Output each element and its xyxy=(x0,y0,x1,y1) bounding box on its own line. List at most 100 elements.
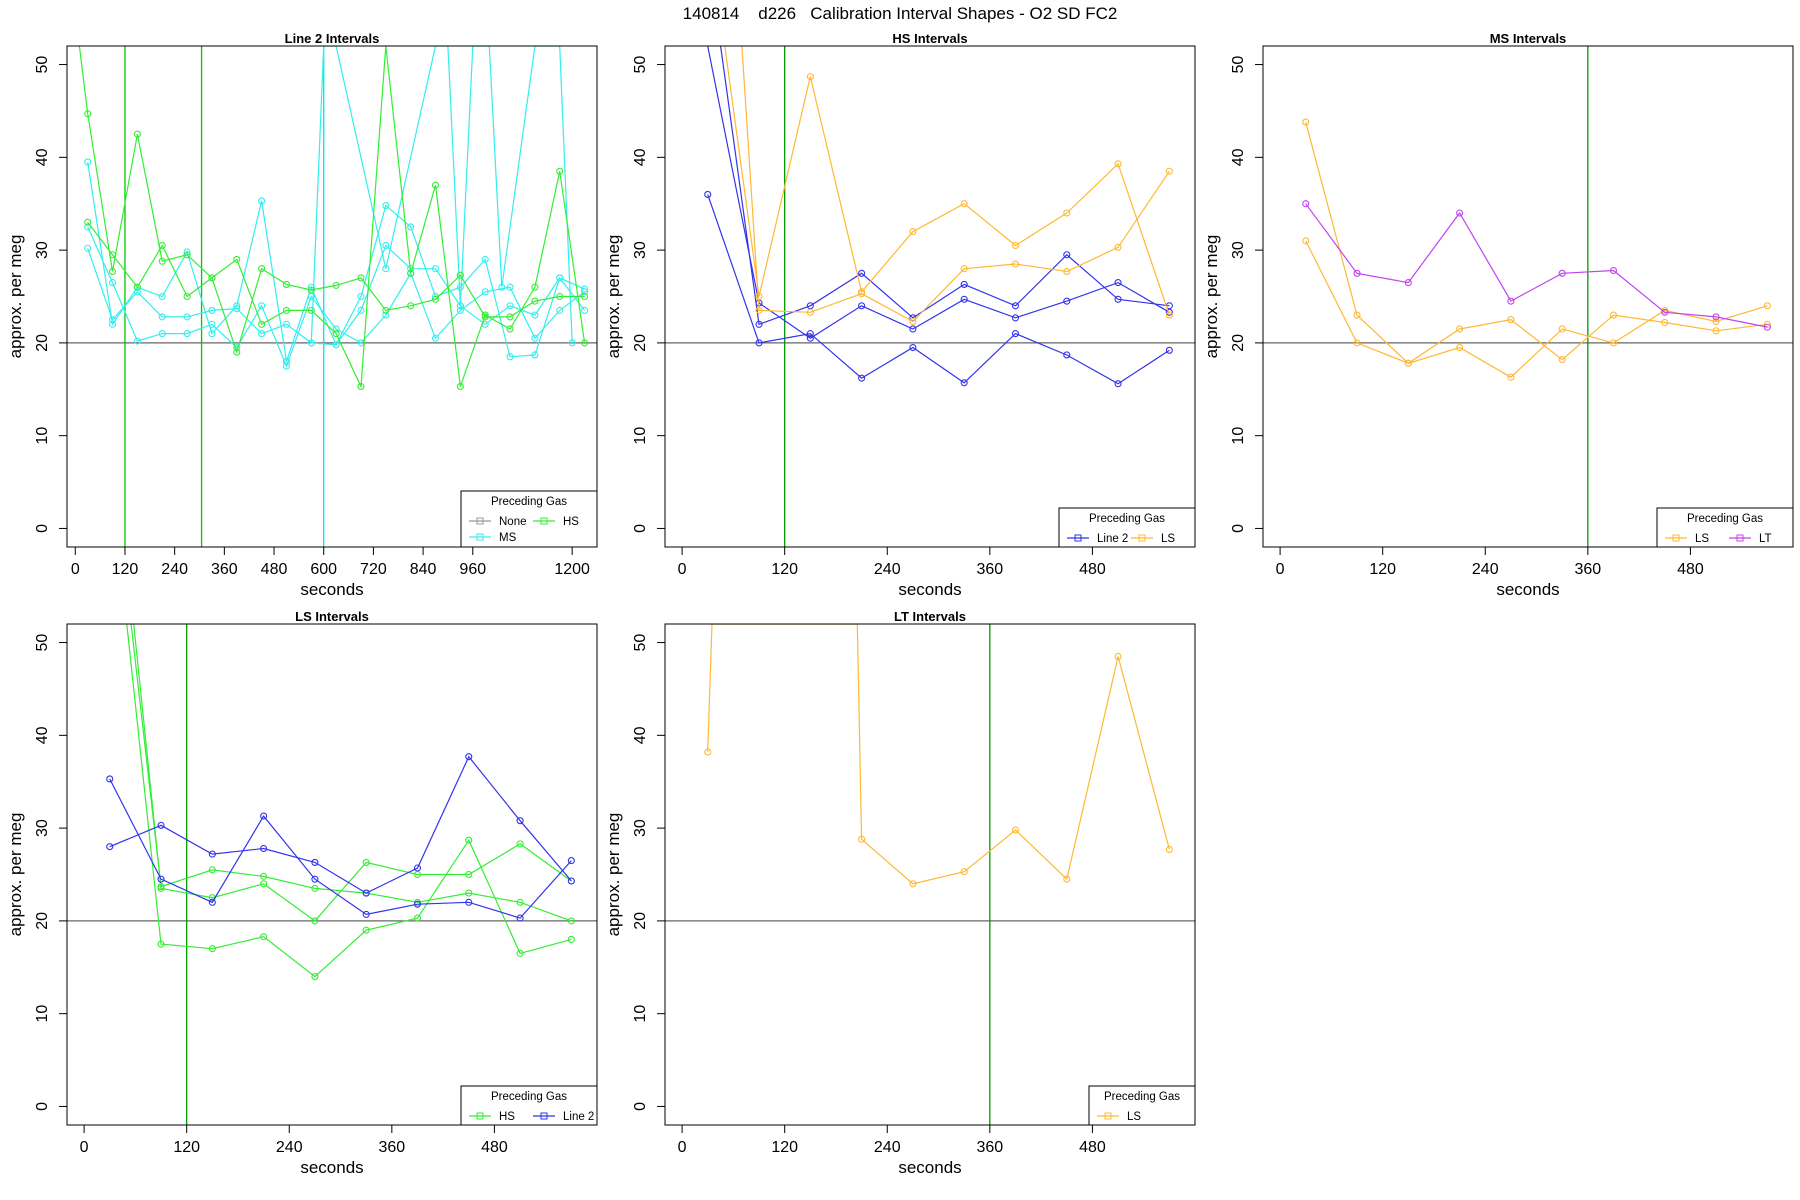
data-point xyxy=(909,343,917,352)
x-tick-label: 0 xyxy=(71,561,80,578)
y-tick-label: 30 xyxy=(34,241,51,259)
data-series xyxy=(1302,118,1771,381)
y-tick-label: 50 xyxy=(1230,56,1247,74)
series-line xyxy=(109,755,572,894)
data-point xyxy=(382,306,390,314)
data-point xyxy=(1302,200,1310,208)
data-point xyxy=(282,306,291,314)
x-tick-label: 480 xyxy=(481,1139,508,1156)
data-point xyxy=(157,821,165,829)
data-point xyxy=(516,949,524,957)
chart-panel: Line 2 Intervals 0 120 240 360 480 600 720 840 96… xyxy=(6,31,598,599)
data-series xyxy=(307,46,576,347)
data-point xyxy=(311,884,319,892)
data-point xyxy=(1063,875,1071,883)
data-point xyxy=(1712,327,1720,335)
y-tick-label: 20 xyxy=(632,334,649,352)
data-point xyxy=(806,334,814,342)
series-line xyxy=(1305,121,1768,378)
data-point xyxy=(84,110,92,118)
legend: Preceding Gas None HS MS xyxy=(460,490,598,548)
data-point xyxy=(1456,209,1464,217)
data-point xyxy=(481,255,489,263)
data-point xyxy=(806,73,814,81)
x-axis-label: seconds xyxy=(1496,580,1559,599)
x-tick-label: 480 xyxy=(1079,561,1106,578)
data-point xyxy=(1712,317,1720,326)
data-point xyxy=(158,330,166,338)
legend-swatch-marker xyxy=(476,533,484,541)
series-line xyxy=(741,46,1170,323)
y-tick-label: 10 xyxy=(1230,427,1247,445)
data-point xyxy=(481,311,489,319)
data-point xyxy=(183,313,191,321)
data-point xyxy=(1011,826,1020,834)
data-series xyxy=(707,46,1173,342)
y-tick-label: 0 xyxy=(632,524,649,533)
data-point xyxy=(755,339,763,347)
data-series xyxy=(704,190,1173,388)
data-point xyxy=(1609,339,1618,347)
chart-panel: HS Intervals 0 120 240 360 480 seconds 0 10 20 30 4… xyxy=(604,31,1196,599)
x-tick-label: 120 xyxy=(1369,561,1396,578)
data-point xyxy=(568,339,576,347)
x-tick-label: 600 xyxy=(310,561,337,578)
y-tick-label: 40 xyxy=(632,148,649,166)
data-point xyxy=(531,351,539,359)
legend-box xyxy=(1656,507,1794,548)
legend-swatch-marker xyxy=(540,1112,548,1120)
series-line xyxy=(87,46,586,389)
legend-swatch-marker xyxy=(1104,1112,1112,1120)
data-point xyxy=(506,325,514,333)
y-tick-label: 0 xyxy=(34,1102,51,1111)
x-tick-label: 120 xyxy=(771,1139,798,1156)
data-point xyxy=(208,306,216,314)
data-point xyxy=(413,864,422,872)
y-axis-label: approx. per meg xyxy=(6,813,25,937)
data-point xyxy=(1011,314,1020,322)
data-point xyxy=(1661,308,1669,316)
x-axis-label: seconds xyxy=(898,580,961,599)
data-point xyxy=(755,320,763,328)
data-point xyxy=(704,748,712,756)
data-point xyxy=(413,914,422,922)
data-point xyxy=(1114,295,1122,303)
data-point xyxy=(357,306,365,314)
data-point xyxy=(1353,269,1361,277)
data-point xyxy=(233,348,241,356)
data-point xyxy=(1165,845,1173,854)
chart-title: LT Intervals xyxy=(894,609,966,624)
y-tick-label: 0 xyxy=(632,1102,649,1111)
data-point xyxy=(465,898,473,906)
x-tick-label: 0 xyxy=(80,1139,89,1156)
legend-label: LS xyxy=(1161,533,1175,545)
data-point xyxy=(498,283,506,291)
legend-label: HS xyxy=(563,516,579,528)
x-tick-label: 360 xyxy=(378,1139,405,1156)
data-point xyxy=(806,330,814,338)
legend-label: None xyxy=(499,516,527,528)
series-line xyxy=(707,194,1170,385)
y-tick-label: 40 xyxy=(34,148,51,166)
y-axis-label: approx. per meg xyxy=(1202,235,1221,359)
legend: Preceding Gas LS xyxy=(1088,1085,1196,1126)
data-point xyxy=(1011,241,1020,250)
legend-label: LT xyxy=(1759,533,1772,545)
data-point xyxy=(755,292,763,301)
y-tick-label: 30 xyxy=(1230,241,1247,259)
data-point xyxy=(260,872,268,880)
data-point xyxy=(382,241,390,250)
x-tick-label: 0 xyxy=(678,561,687,578)
data-point xyxy=(431,181,440,189)
x-axis-label: seconds xyxy=(300,1158,363,1177)
data-point xyxy=(506,353,514,361)
data-series xyxy=(704,624,1173,888)
x-tick-label: 240 xyxy=(276,1139,303,1156)
data-point xyxy=(1114,160,1122,168)
y-axis-label: approx. per meg xyxy=(604,235,623,359)
series-line xyxy=(130,624,572,922)
y-tick-label: 10 xyxy=(632,427,649,445)
legend: Preceding Gas HS Line 2 xyxy=(460,1085,598,1126)
data-point xyxy=(158,257,166,265)
